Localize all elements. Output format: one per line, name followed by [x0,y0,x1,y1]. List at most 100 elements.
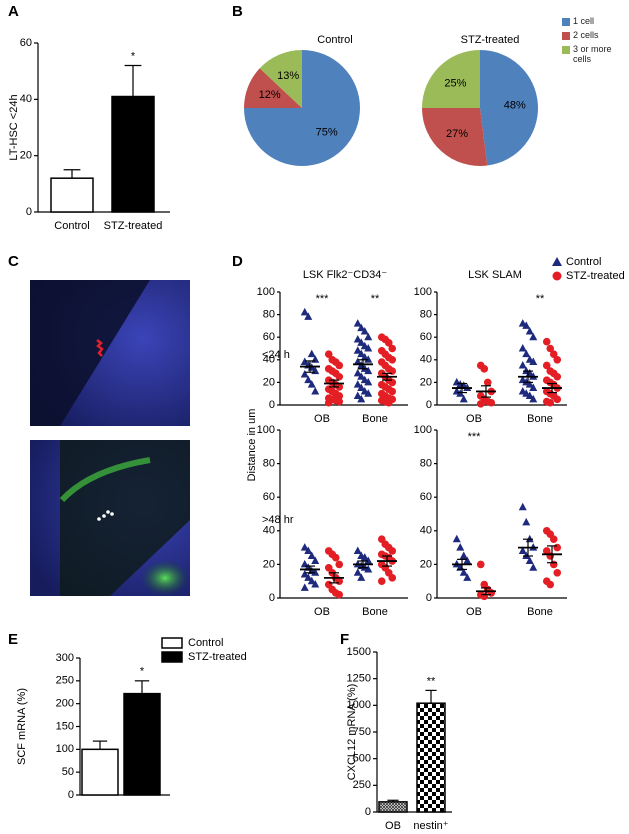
pie-slice [259,50,302,108]
point [364,355,373,363]
point [525,556,534,565]
point [353,368,362,377]
y-tick-label: 80 [263,458,275,470]
point [353,346,362,354]
point [529,383,538,392]
point [331,553,340,562]
panel-label: A [8,3,19,20]
significance: *** [316,293,330,305]
point [357,323,366,332]
point [522,517,531,526]
legend-label: 1 cell [573,16,595,26]
y-tick-label: 100 [257,424,275,436]
y-tick-label: 20 [263,376,275,388]
legend-label: STZ-treated [566,270,625,282]
pie-label: 27% [446,128,468,140]
point [480,365,489,373]
pie-slice [480,50,539,166]
point [335,372,344,381]
point [335,560,344,569]
point [357,394,366,403]
x-tick-label: Bone [362,413,388,425]
row-label: <24 h [262,349,290,361]
point [311,568,320,576]
bar [378,801,408,813]
point [357,383,366,392]
bar [123,692,161,796]
significance: ** [536,293,545,305]
pie-title: Control [317,34,352,46]
x-tick-label: OB [314,606,330,618]
point [304,546,313,554]
point [553,372,562,381]
y-tick-label: 1250 [347,673,371,685]
panel-label: E [8,631,18,648]
point [353,391,362,399]
point [364,389,373,397]
legend-label: STZ-treated [188,651,247,663]
y-tick-label: 60 [420,491,432,503]
point [335,361,344,370]
y-tick-label: 0 [426,592,432,604]
y-tick-label: 40 [263,354,275,366]
bar [416,702,446,813]
point [456,543,465,551]
point [525,534,534,543]
y-tick-label: 0 [426,399,432,411]
point [304,573,313,581]
point [553,569,562,577]
point [307,551,316,559]
point [476,560,485,569]
y-tick-label: 20 [263,558,275,570]
y-tick-label: 0 [68,789,74,801]
point [364,366,373,375]
y-tick-label: 80 [263,309,275,321]
pie-slice [244,68,302,108]
y-tick-label: 40 [263,525,275,537]
point [364,332,373,341]
point [335,383,344,391]
point [388,356,397,364]
y-tick-label: 20 [420,558,432,570]
pie-slice [422,50,480,108]
x-tick-label: Bone [527,606,553,618]
pie-label: 12% [259,89,281,101]
point [452,534,461,543]
y-tick-label: 750 [353,726,371,738]
legend-swatch [161,637,183,649]
x-tick-label: Bone [362,606,388,618]
point [311,386,320,395]
point [335,590,344,599]
point [518,360,527,369]
point [542,337,551,346]
point [364,564,373,573]
significance: *** [468,431,482,443]
x-tick-label: STZ-treated [104,220,163,232]
point [307,349,316,358]
bar [81,748,119,796]
y-tick-label: 500 [353,753,371,765]
y-tick-label: 60 [263,331,275,343]
point [300,543,309,551]
y-tick-label: 80 [420,458,432,470]
point [364,344,373,352]
legend-marker [552,271,562,281]
y-tick-label: 100 [414,286,432,298]
point [300,583,309,591]
point [353,334,362,343]
point [357,372,366,380]
y-axis-label: Distance in um [246,409,258,482]
legend-label: 3 or more cells [573,44,612,64]
y-tick-label: 20 [20,150,32,162]
point [324,398,333,407]
point [388,574,397,582]
point [353,357,362,366]
legend-swatch [562,18,570,26]
point [463,556,472,565]
bar [50,177,94,213]
panel-label: B [232,3,243,20]
point [353,319,362,327]
point [388,344,397,353]
y-tick-label: 300 [56,652,74,664]
row-label: >48 hr [262,514,294,526]
